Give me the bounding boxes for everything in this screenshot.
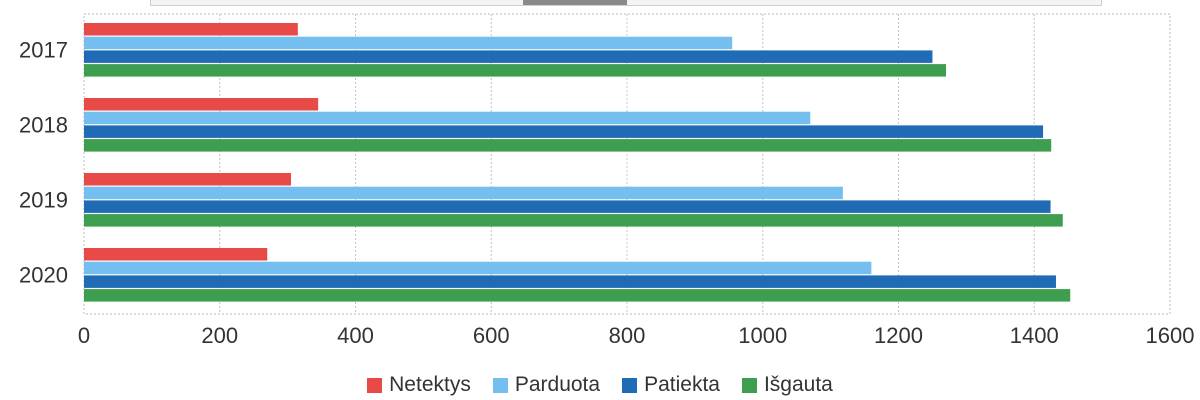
x-tick-label: 0 xyxy=(78,323,90,348)
x-tick-label: 800 xyxy=(609,323,646,348)
bar-patiekta-2018 xyxy=(84,125,1044,138)
bar-išgauta-2019 xyxy=(84,214,1063,227)
bar-patiekta-2020 xyxy=(84,275,1056,288)
x-tick-label: 1400 xyxy=(1010,323,1059,348)
legend-item-netektys: Netektys xyxy=(367,373,471,397)
x-tick-label: 1000 xyxy=(738,323,787,348)
y-category-label: 2017 xyxy=(19,37,68,62)
top-strip xyxy=(150,0,1102,6)
x-tick-label: 1200 xyxy=(874,323,923,348)
legend-item-išgauta: Išgauta xyxy=(741,373,833,397)
bar-išgauta-2018 xyxy=(84,139,1052,152)
legend-label: Parduota xyxy=(514,373,601,396)
bar-netektys-2020 xyxy=(84,248,268,261)
legend-label: Patiekta xyxy=(644,373,720,396)
x-tick-label: 400 xyxy=(337,323,374,348)
bars xyxy=(84,23,1071,302)
top-strip-highlight xyxy=(523,0,627,5)
bar-išgauta-2020 xyxy=(84,289,1071,302)
bar-parduota-2019 xyxy=(84,186,843,200)
bar-netektys-2019 xyxy=(84,173,292,186)
legend-label: Išgauta xyxy=(763,373,833,396)
bar-parduota-2017 xyxy=(84,36,733,50)
bar-patiekta-2017 xyxy=(84,50,933,63)
y-category-label: 2020 xyxy=(19,262,68,287)
bar-netektys-2018 xyxy=(84,98,319,111)
x-axis-labels: 0 200 400 600 800 1000 1200 1400 1600 xyxy=(78,323,1195,348)
bar-parduota-2018 xyxy=(84,111,811,125)
bar-išgauta-2017 xyxy=(84,64,947,77)
legend-swatch xyxy=(622,377,638,393)
y-axis-labels: 2017 2018 2019 2020 xyxy=(19,37,68,287)
legend-swatch xyxy=(367,377,383,393)
x-tick-label: 200 xyxy=(201,323,238,348)
x-tick-label: 1600 xyxy=(1146,323,1195,348)
legend-item-patiekta: Patiekta xyxy=(622,373,720,397)
y-category-label: 2018 xyxy=(19,112,68,137)
legend-label: Netektys xyxy=(389,373,471,396)
legend: Netektys Parduota Patiekta Išgauta xyxy=(0,370,1200,400)
bar-patiekta-2019 xyxy=(84,200,1051,213)
bar-chart: 2017 2018 2019 2020 0 200 400 600 800 1000 1200 14… xyxy=(19,13,1195,348)
legend-swatch xyxy=(741,377,757,393)
x-tick-label: 600 xyxy=(473,323,510,348)
bar-netektys-2017 xyxy=(84,23,298,36)
legend-swatch xyxy=(492,377,508,393)
bar-parduota-2020 xyxy=(84,261,872,275)
y-category-label: 2019 xyxy=(19,187,68,212)
legend-item-parduota: Parduota xyxy=(492,373,601,397)
